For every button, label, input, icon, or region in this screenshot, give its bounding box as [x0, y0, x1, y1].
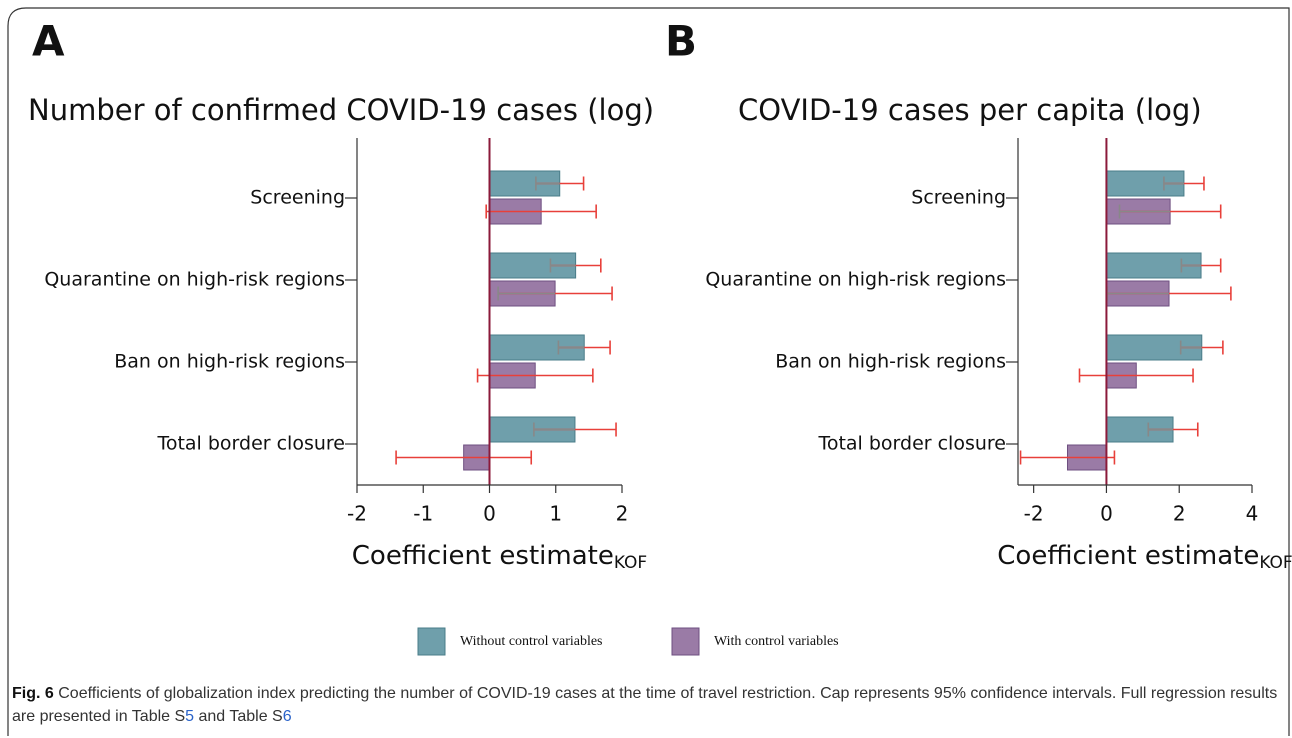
- y-tick-label: Quarantine on high-risk regions: [44, 269, 345, 291]
- error-bar: [1180, 258, 1222, 273]
- x-tick-label: -2: [347, 502, 367, 526]
- y-tick-label: Quarantine on high-risk regions: [705, 269, 1006, 291]
- error-bar: [557, 340, 611, 355]
- x-axis-label: Coefficient estimateKOF: [352, 541, 647, 574]
- x-axis-label-main: Coefficient estimate: [997, 541, 1259, 571]
- caption-label: Fig. 6: [12, 685, 54, 702]
- y-tick-label: Screening: [911, 187, 1006, 209]
- caption-link: 6: [282, 708, 292, 725]
- y-tick-label: Ban on high-risk regions: [114, 351, 345, 373]
- x-tick-label: -2: [1024, 502, 1044, 526]
- y-tick-label: Total border closure: [156, 433, 345, 455]
- error-bar: [485, 204, 597, 219]
- x-tick-label: 2: [1173, 502, 1186, 526]
- caption-text: Coefficients of globalization index pred…: [12, 685, 1278, 725]
- y-tick-label: Total border closure: [817, 433, 1006, 455]
- x-tick-label: -1: [413, 502, 433, 526]
- x-tick-label: 0: [1100, 502, 1113, 526]
- panel-letter: A: [32, 17, 65, 66]
- error-bar: [1118, 204, 1222, 219]
- error-bar: [1179, 340, 1224, 355]
- error-bar: [1147, 422, 1199, 437]
- chart-title: COVID-19 cases per capita (log): [738, 93, 1202, 127]
- x-tick-label: 4: [1246, 502, 1259, 526]
- legend-label: Without control variables: [460, 634, 603, 649]
- x-axis-label-sub: KOF: [614, 553, 647, 573]
- error-bar: [476, 368, 594, 383]
- x-tick-label: 1: [549, 502, 562, 526]
- error-bar: [1019, 450, 1116, 465]
- error-bar: [497, 286, 613, 301]
- chart-title: Number of confirmed COVID-19 cases (log): [28, 93, 654, 127]
- x-axis-label: Coefficient estimateKOF: [997, 541, 1292, 574]
- y-tick-label: Screening: [250, 187, 345, 209]
- error-bar: [549, 258, 602, 273]
- x-tick-label: 0: [483, 502, 496, 526]
- error-bar: [1163, 176, 1205, 191]
- error-bar: [1078, 368, 1194, 383]
- caption-text: and Table S: [194, 708, 283, 725]
- error-bar: [533, 422, 617, 437]
- x-tick-label: 2: [616, 502, 629, 526]
- legend-swatch: [417, 627, 446, 656]
- caption: Fig. 6 Coefficients of globalization ind…: [12, 682, 1282, 728]
- legend-swatch: [671, 627, 700, 656]
- error-bar: [395, 450, 533, 465]
- legend-label: With control variables: [714, 634, 839, 649]
- x-axis-label-main: Coefficient estimate: [352, 541, 614, 571]
- figure-border: [7, 7, 1290, 736]
- y-tick-label: Ban on high-risk regions: [775, 351, 1006, 373]
- caption-link: 5: [185, 708, 195, 725]
- x-axis-label-sub: KOF: [1259, 553, 1292, 573]
- error-bar: [535, 176, 585, 191]
- panel-letter: B: [665, 17, 697, 66]
